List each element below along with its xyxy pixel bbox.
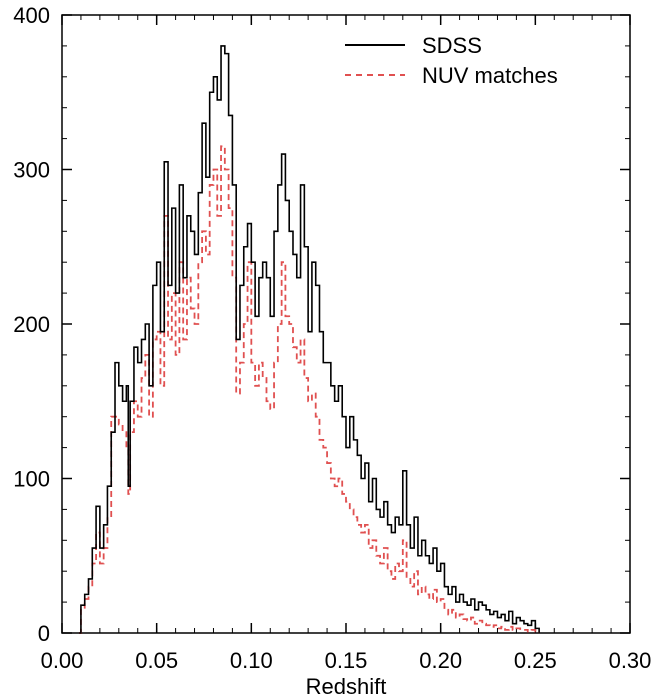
x-tick-label: 0.10 [230, 648, 273, 673]
x-tick-labels: 0.00 0.05 0.10 0.15 0.20 0.25 0.30 [41, 648, 652, 673]
legend-label-nuv: NUV matches [422, 63, 558, 88]
series-sdss [79, 45, 540, 634]
x-tick-label: 0.05 [135, 648, 178, 673]
legend-label-sdss: SDSS [422, 33, 482, 58]
series-nuv-matches [79, 145, 541, 634]
x-tick-label: 0.00 [41, 648, 84, 673]
x-tick-label: 0.15 [325, 648, 368, 673]
y-tick-label: 200 [13, 312, 50, 337]
x-tick-label: 0.25 [514, 648, 557, 673]
x-tick-label: 0.30 [609, 648, 652, 673]
y-tick-label: 300 [13, 158, 50, 183]
series-layer [79, 45, 541, 634]
y-tick-label: 100 [13, 467, 50, 492]
y-tick-labels: 0 100 200 300 400 [13, 3, 50, 646]
x-tick-label: 0.20 [419, 648, 462, 673]
y-tick-label: 400 [13, 3, 50, 28]
y-tick-label: 0 [38, 621, 50, 646]
x-axis-title: Redshift [306, 674, 387, 698]
major-ticks [61, 14, 631, 634]
legend: SDSS NUV matches [345, 33, 558, 88]
